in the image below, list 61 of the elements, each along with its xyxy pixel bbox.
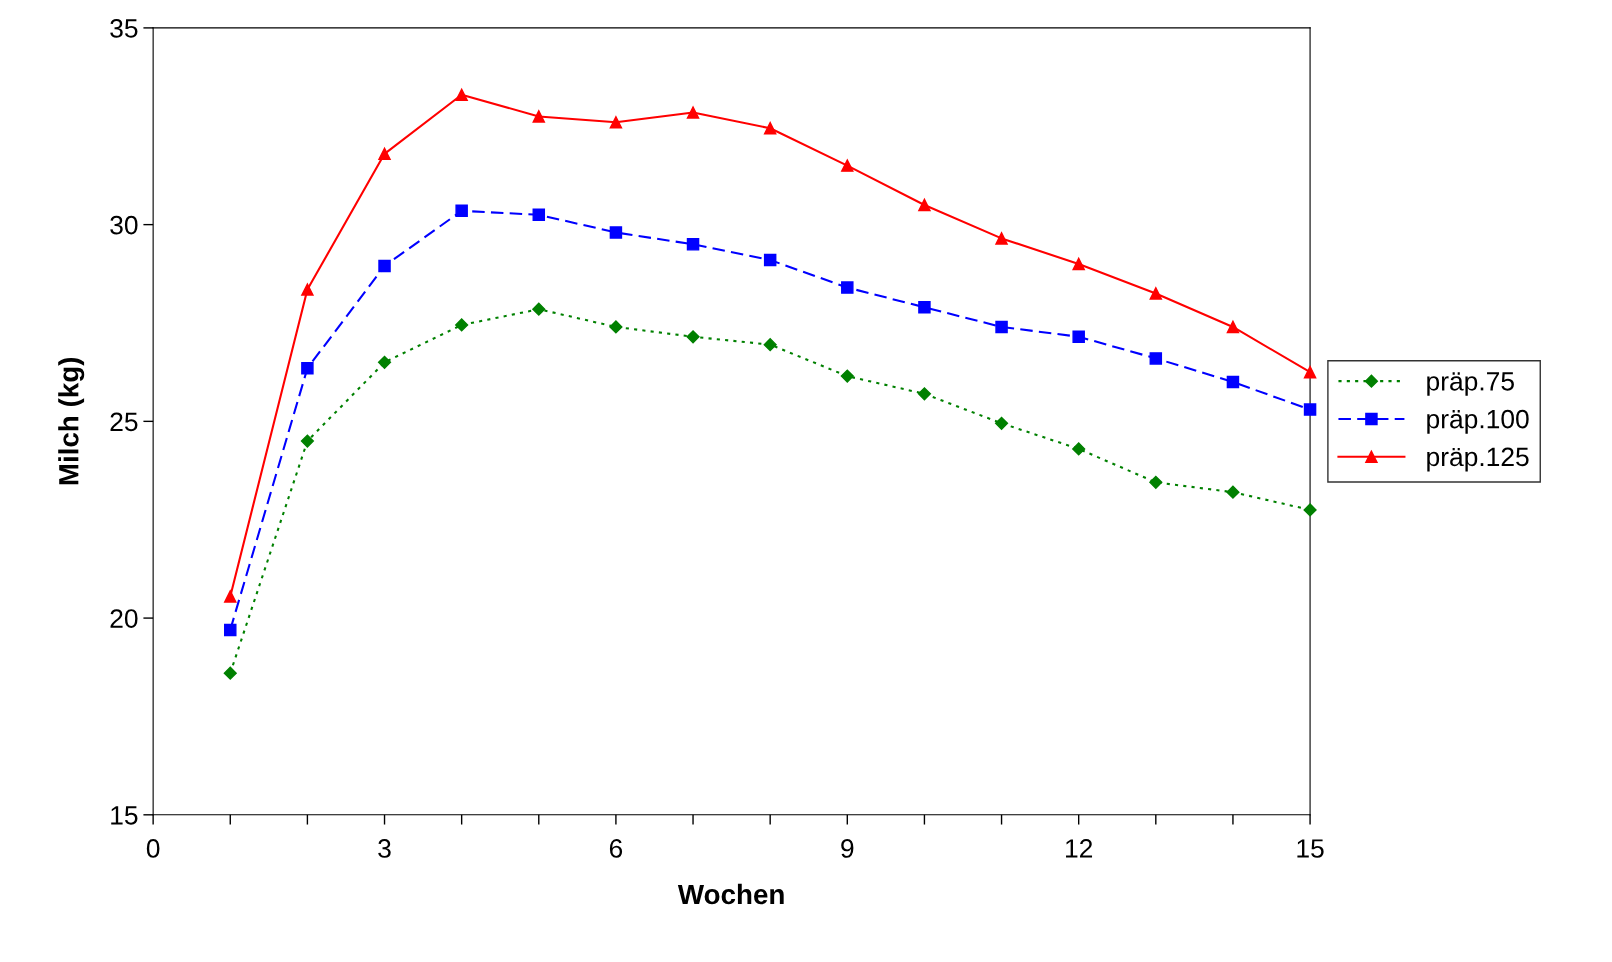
point	[763, 338, 777, 352]
x-axis-title: Wochen	[677, 883, 784, 905]
legend-label: präp.75	[1427, 372, 1514, 396]
x-tick-label: 0	[146, 839, 160, 858]
legend-label: präp.125	[1427, 447, 1529, 472]
point	[1226, 320, 1240, 334]
x-tick-label: 3	[378, 839, 391, 858]
point	[1303, 403, 1317, 416]
point	[1226, 485, 1240, 499]
point	[301, 361, 314, 375]
point	[1072, 330, 1085, 344]
point	[455, 204, 468, 218]
point	[532, 110, 546, 123]
point	[1303, 503, 1317, 517]
x-tick-label: 9	[841, 839, 854, 858]
point	[917, 387, 932, 401]
point	[841, 281, 854, 294]
y-tick-label: 25	[110, 412, 138, 432]
point	[763, 121, 777, 135]
point	[686, 106, 700, 119]
y-tick-label: 20	[110, 609, 138, 628]
point	[918, 301, 931, 314]
point	[224, 590, 237, 603]
point	[532, 302, 546, 316]
point	[532, 208, 546, 222]
point	[841, 159, 854, 172]
point	[378, 259, 391, 273]
x-tick-label: 12	[1066, 839, 1093, 858]
point	[1072, 442, 1086, 456]
point	[686, 330, 700, 344]
point	[995, 320, 1008, 334]
point	[609, 226, 623, 239]
point	[1226, 375, 1240, 389]
point	[1149, 287, 1163, 300]
point	[300, 434, 314, 448]
point	[1149, 352, 1163, 365]
point	[763, 253, 777, 267]
point	[609, 116, 623, 129]
point	[686, 238, 700, 251]
point	[609, 320, 623, 334]
point	[455, 318, 469, 332]
y-tick-label: 15	[111, 806, 138, 825]
point	[378, 147, 391, 161]
point	[994, 416, 1009, 430]
point	[223, 666, 237, 680]
point	[455, 88, 468, 102]
point	[1072, 257, 1085, 271]
x-tick-label: 15	[1297, 839, 1324, 858]
point	[995, 232, 1008, 245]
point	[918, 198, 931, 212]
point	[1303, 365, 1317, 379]
y-axis-title: Milch (kg)	[58, 357, 85, 485]
x-tick-label: 6	[609, 839, 623, 858]
legend-label: präp.100	[1427, 409, 1529, 434]
point	[840, 369, 854, 383]
y-tick-label: 35	[110, 19, 138, 38]
y-tick-label: 30	[110, 215, 138, 235]
point	[1149, 475, 1163, 489]
point	[301, 283, 314, 296]
point	[224, 623, 237, 637]
point	[377, 355, 392, 369]
